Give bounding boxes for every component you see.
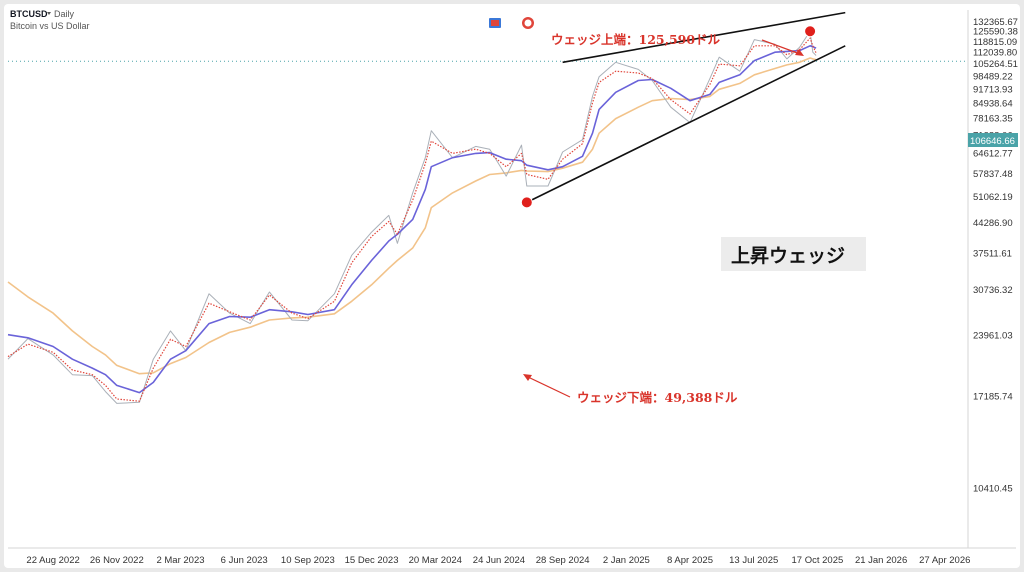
trendline-lower	[526, 45, 846, 204]
series-ema-slow-line	[7, 57, 817, 375]
arrow-head-icon	[523, 374, 532, 381]
y-tick-label: 23961.03	[973, 331, 1013, 342]
y-tick-label: 105264.51	[973, 59, 1018, 70]
x-tick-label: 24 Jun 2024	[473, 555, 525, 566]
flag-icon[interactable]	[489, 18, 501, 28]
y-tick-label: 57837.48	[973, 169, 1013, 180]
y-tick-label: 64612.77	[973, 149, 1013, 160]
wedge-top-arrow	[761, 39, 801, 55]
x-tick-label: 26 Nov 2022	[90, 555, 144, 566]
y-tick-label: 78163.35	[973, 114, 1013, 125]
x-tick-label: 21 Jan 2026	[855, 555, 907, 566]
x-tick-label: 22 Aug 2022	[26, 555, 79, 566]
y-tick-label: 132365.67	[973, 17, 1018, 28]
trendline-upper	[562, 11, 846, 64]
y-tick-label: 10410.45	[973, 483, 1013, 494]
wedge-bottom-arrow	[527, 376, 571, 398]
y-tick-label: 17185.74	[973, 391, 1013, 402]
x-tick-label: 6 Jun 2023	[221, 555, 268, 566]
x-axis-ticks: 22 Aug 2022 26 Nov 2022 2 Mar 2023 6 Jun 20…	[26, 555, 970, 566]
wedge-top-label: ウェッジ上端：125,590ドル	[551, 32, 721, 47]
y-tick-label: 91713.93	[973, 84, 1013, 95]
series-price-line	[7, 30, 817, 404]
chevron-down-icon[interactable]	[47, 12, 51, 15]
marker-wedge-bottom	[520, 196, 533, 209]
y-tick-label: 51062.19	[973, 192, 1013, 203]
x-tick-label: 15 Dec 2023	[345, 555, 399, 566]
x-tick-label: 8 Apr 2025	[667, 555, 713, 566]
chart-panel	[4, 4, 1020, 568]
wedge-bottom-callout: ウェッジ下端：49,388ドル	[523, 374, 738, 405]
x-tick-label: 17 Oct 2025	[792, 555, 844, 566]
y-tick-label: 30736.32	[973, 285, 1013, 296]
x-tick-label: 10 Sep 2023	[281, 555, 335, 566]
x-tick-label: 13 Jul 2025	[729, 555, 778, 566]
y-tick-label: 98489.22	[973, 71, 1013, 82]
y-tick-label: 118815.09	[973, 37, 1017, 48]
pattern-label-box: 上昇ウェッジ	[721, 237, 866, 271]
arrow-head-icon	[795, 49, 804, 56]
wedge-bottom-label: ウェッジ下端：49,388ドル	[577, 390, 738, 405]
y-tick-label: 37511.61	[973, 248, 1012, 259]
current-price-label: 106646.66	[970, 136, 1015, 147]
interval-label[interactable]: Daily	[54, 9, 75, 19]
symbol-label[interactable]: BTCUSD	[10, 9, 48, 19]
trendlines-layer	[526, 11, 846, 204]
x-tick-label: 2 Mar 2023	[156, 555, 204, 566]
pattern-label-background	[721, 237, 866, 271]
series-ema-fast-line	[7, 37, 817, 402]
series-layer	[7, 30, 817, 404]
series-ema-mid-line	[7, 44, 817, 394]
y-axis-ticks: 132365.67125590.38118815.09112039.801052…	[973, 17, 1018, 494]
current-price-tag: 106646.66	[968, 133, 1018, 147]
x-tick-label: 2 Jan 2025	[603, 555, 650, 566]
current-price-tag-bg	[968, 133, 1018, 147]
y-tick-label: 125590.38	[973, 27, 1018, 38]
x-tick-label: 27 Apr 2026	[919, 555, 970, 566]
marker-wedge-top	[804, 25, 817, 38]
y-tick-label: 44286.90	[973, 218, 1013, 229]
wedge-top-callout: ウェッジ上端：125,590ドル	[551, 32, 804, 56]
y-tick-label: 84938.64	[973, 98, 1013, 109]
y-tick-label: 112039.80	[973, 48, 1017, 59]
pattern-label: 上昇ウェッジ	[731, 245, 845, 267]
markers-layer	[520, 25, 817, 209]
x-tick-label: 28 Sep 2024	[536, 555, 590, 566]
x-tick-label: 20 Mar 2024	[409, 555, 462, 566]
currency-icon[interactable]	[522, 17, 534, 29]
subtitle-label: Bitcoin vs US Dollar	[10, 21, 90, 31]
